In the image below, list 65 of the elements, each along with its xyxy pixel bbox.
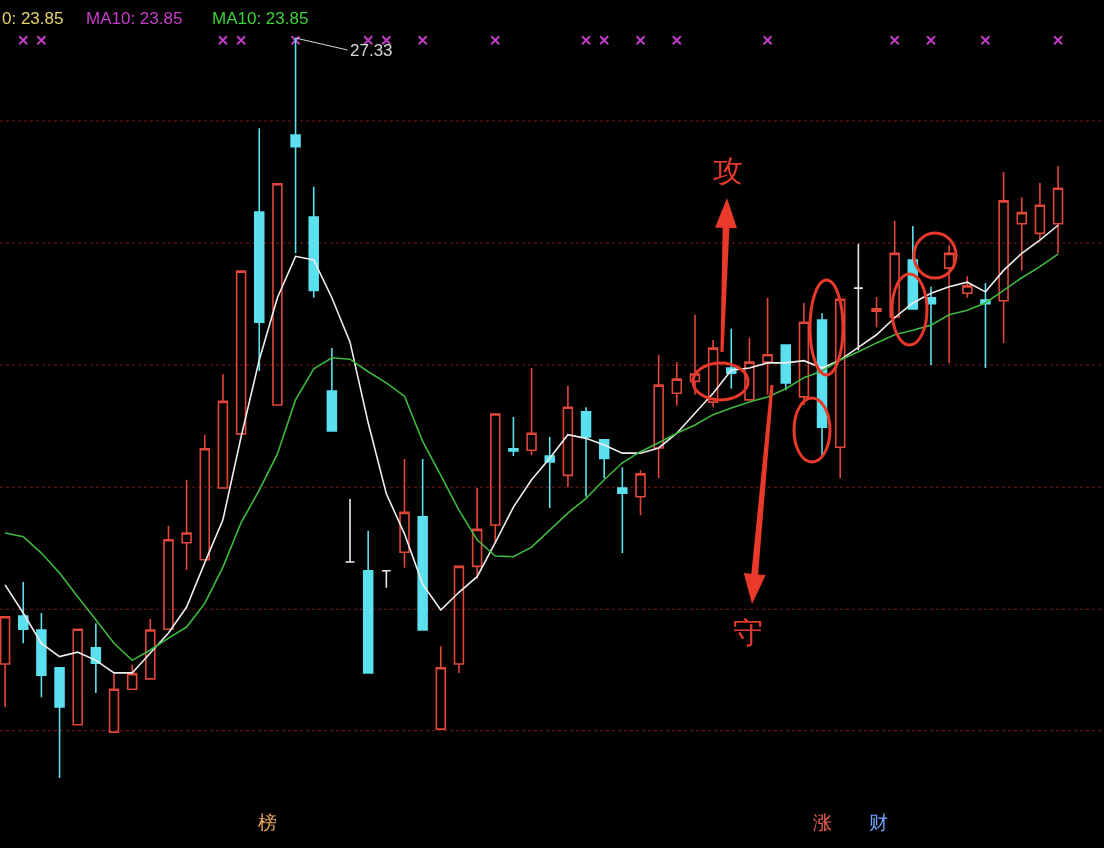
text: 榜: [258, 812, 277, 833]
candlestick: [834, 298, 846, 480]
candlestick: [126, 663, 138, 690]
candlestick: [381, 570, 392, 589]
candlestick: [943, 244, 955, 364]
candlestick: [435, 645, 447, 730]
candlestick: [399, 458, 410, 569]
candlestick: [780, 344, 791, 392]
candlestick: [326, 347, 338, 432]
candlestick: [889, 220, 900, 318]
candlestick: [962, 275, 973, 299]
text: MA10: 23.85: [86, 9, 183, 28]
candlestick: [598, 439, 610, 480]
candlestick: [580, 406, 592, 498]
candlestick: [72, 628, 83, 726]
annotation: 守: [733, 616, 763, 649]
candlestick: [925, 285, 937, 366]
candlestick: [254, 127, 265, 372]
candlestick: [272, 183, 283, 406]
candlestick: [689, 313, 701, 396]
candlestick: [471, 487, 483, 580]
candlestick: [490, 413, 501, 544]
candlestick: [362, 530, 374, 674]
text: MA10: 23.85: [212, 9, 309, 28]
candlestick: [1034, 182, 1046, 241]
candlestick: [54, 666, 65, 779]
candlestick: [1016, 196, 1028, 272]
candlestick: [762, 296, 773, 396]
candlestick: [871, 296, 882, 329]
candlestick: [217, 373, 229, 489]
text: 0: 23.85: [2, 9, 64, 28]
candlestick: [544, 436, 555, 509]
candlestick: [417, 458, 428, 631]
candlestick: [562, 385, 574, 488]
candlestick: [344, 498, 356, 563]
annotation: 攻: [713, 154, 743, 187]
candlestick: [308, 185, 319, 299]
candlestick: [235, 270, 247, 435]
candlestick: [635, 469, 646, 517]
candlestick: [707, 339, 719, 409]
candlestick: [199, 433, 211, 561]
text: 财: [869, 812, 888, 833]
candlestick: [36, 612, 47, 699]
candlestick: [17, 581, 29, 645]
candlestick: [744, 336, 755, 401]
candlestick: [90, 622, 102, 694]
candlestick: [1052, 165, 1064, 255]
candlestick: [617, 466, 628, 554]
candlestick: [453, 565, 465, 674]
candlestick: [853, 242, 864, 352]
candlestick: [671, 361, 683, 407]
candlestick: [0, 615, 11, 708]
candlestick: [290, 37, 301, 255]
annotation: 27.33: [350, 41, 393, 60]
candlestick: [798, 302, 810, 406]
candlestick: [526, 367, 537, 457]
text: 涨: [813, 812, 832, 833]
candlestick: [653, 353, 664, 480]
candlestick: [108, 672, 120, 733]
candlestick: [163, 524, 174, 631]
candlestick: [508, 416, 519, 457]
candlestick: [181, 478, 192, 571]
candlestick: [980, 282, 991, 369]
candlestick: [145, 618, 156, 680]
candlestick: [998, 171, 1009, 344]
